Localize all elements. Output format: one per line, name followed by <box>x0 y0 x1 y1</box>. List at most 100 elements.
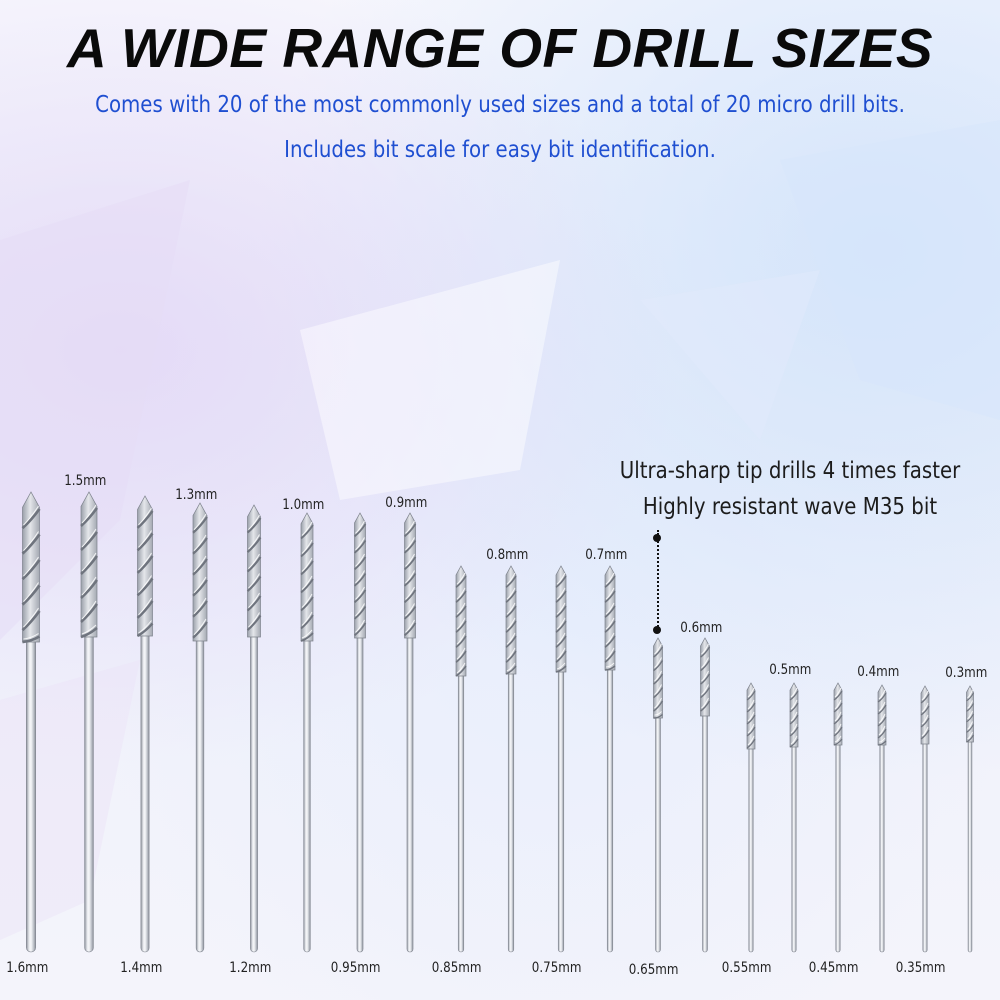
drill-bit-highlight <box>405 619 415 633</box>
drill-bit-highlight <box>556 602 566 615</box>
drill-bit-highlight <box>701 643 709 655</box>
drill-bit-helix <box>192 558 208 576</box>
drill-bit-helix <box>604 635 616 648</box>
drill-bit-highlight <box>456 587 466 600</box>
size-label: 0.9mm <box>385 495 428 511</box>
drill-bit-helix <box>455 665 467 677</box>
drill-bit-0.35mm <box>920 685 930 953</box>
drill-bit-0.85mm <box>455 565 467 953</box>
drill-bit-helix <box>700 700 711 712</box>
drill-bit-helix <box>877 728 887 739</box>
drill-bit-highlight <box>834 723 842 734</box>
size-label: 0.75mm <box>531 960 582 976</box>
drill-bit-highlight <box>23 582 39 602</box>
drill-bit-highlight <box>921 714 929 725</box>
drill-bits-layer <box>21 491 975 953</box>
drill-bit-helix <box>21 533 41 555</box>
drill-bit-helix <box>505 605 517 618</box>
drill-bit-highlight <box>605 602 615 615</box>
drill-bit-helix <box>789 714 799 725</box>
drill-bit-helix <box>300 632 314 642</box>
drill-bit-highlight <box>23 531 39 551</box>
drill-bit-highlight <box>81 576 97 596</box>
drill-bit-1.6mm <box>21 491 41 953</box>
drill-bit-shank <box>303 636 311 953</box>
drill-bit-shank <box>702 711 708 953</box>
drill-bit-highlight <box>605 617 615 630</box>
drill-bit-helix <box>966 692 975 702</box>
drill-bit-helix <box>700 673 711 685</box>
drill-bit-0.6mm <box>700 637 711 953</box>
drill-bit-0.95mm <box>353 512 367 953</box>
drill-bit-shank <box>26 637 36 953</box>
drill-bit-highlight <box>701 684 709 696</box>
drill-bit-helix <box>555 575 567 588</box>
callout-bottom-dot <box>653 626 661 634</box>
drill-bit-highlight <box>556 647 566 660</box>
drill-bit-helix <box>403 606 417 620</box>
drill-bit-highlight <box>556 587 566 600</box>
drill-bit-highlight <box>193 513 207 531</box>
drill-bit-highlight <box>193 534 207 552</box>
drill-bit-helix <box>403 573 417 587</box>
callout-top-dot <box>653 534 661 542</box>
drill-bit-helix <box>920 705 930 716</box>
drill-bit-highlight <box>506 632 516 645</box>
drill-bit-highlight <box>23 505 39 526</box>
drill-bit-highlight <box>921 702 929 713</box>
drill-bit-highlight <box>456 602 466 615</box>
drill-bit-highlight <box>405 553 415 567</box>
drill-bit-shank <box>507 669 515 953</box>
drill-bit-highlight <box>967 689 973 699</box>
subtitle-line-2: Includes bit scale for easy bit identifi… <box>284 137 716 163</box>
size-label: 1.6mm <box>6 960 49 976</box>
drill-bit-highlight <box>456 572 466 585</box>
drill-bit-highlight <box>605 647 615 660</box>
drill-bit-helix <box>403 622 417 637</box>
drill-bit-helix <box>136 510 154 529</box>
drill-bit-helix <box>505 665 517 675</box>
drill-bit-shank <box>84 632 94 953</box>
drill-bit-0.3mm <box>966 685 975 953</box>
feature-text-material: Highly resistant wave M35 bit <box>642 494 938 520</box>
drill-bit-helix <box>246 575 262 592</box>
drill-bit-1.4mm <box>136 495 154 953</box>
drill-bit-highlight <box>248 534 260 550</box>
size-label: 1.0mm <box>282 497 325 513</box>
drill-bit-helix <box>789 702 799 713</box>
drill-bit-helix <box>833 714 843 725</box>
drill-bit-highlight <box>248 612 260 628</box>
drill-bit-helix <box>555 635 567 648</box>
drill-bit-0.8mm <box>505 565 517 953</box>
size-label: 0.45mm <box>808 960 859 976</box>
drill-bit-shank <box>356 633 364 953</box>
drill-bit-highlight <box>747 723 755 734</box>
drill-bit-helix <box>455 635 467 648</box>
drill-bit-0.4mm <box>877 684 887 953</box>
size-label: 1.2mm <box>229 960 272 976</box>
drill-bit-highlight <box>834 699 842 710</box>
drill-bit-highlight <box>456 632 466 645</box>
drill-bit-highlight <box>23 607 39 628</box>
drill-bit-helix <box>505 650 517 663</box>
drill-bit-helix <box>877 740 887 746</box>
drill-bit-helix <box>192 537 208 555</box>
drill-bit-helix <box>136 622 154 638</box>
drill-bit-highlight <box>248 592 260 608</box>
drill-bit-helix <box>80 531 99 551</box>
drill-bit-helix <box>246 614 262 631</box>
drill-bit-helix <box>604 605 616 618</box>
drill-bit-highlight <box>654 697 662 709</box>
size-label: 0.4mm <box>857 664 900 680</box>
feature-text-tip: Ultra-sharp tip drills 4 times faster <box>619 458 961 484</box>
drill-bit-helix <box>746 726 756 737</box>
drill-bit-helix <box>604 575 616 588</box>
drill-bit-helix <box>136 600 154 619</box>
drill-bit-helix <box>604 650 616 663</box>
drill-bit-helix <box>300 560 314 576</box>
drill-bit-helix <box>555 590 567 603</box>
drill-bit-shank <box>606 665 614 953</box>
size-label: 0.7mm <box>585 547 628 563</box>
drill-bit-helix <box>136 532 154 552</box>
drill-bit-highlight <box>878 737 886 743</box>
